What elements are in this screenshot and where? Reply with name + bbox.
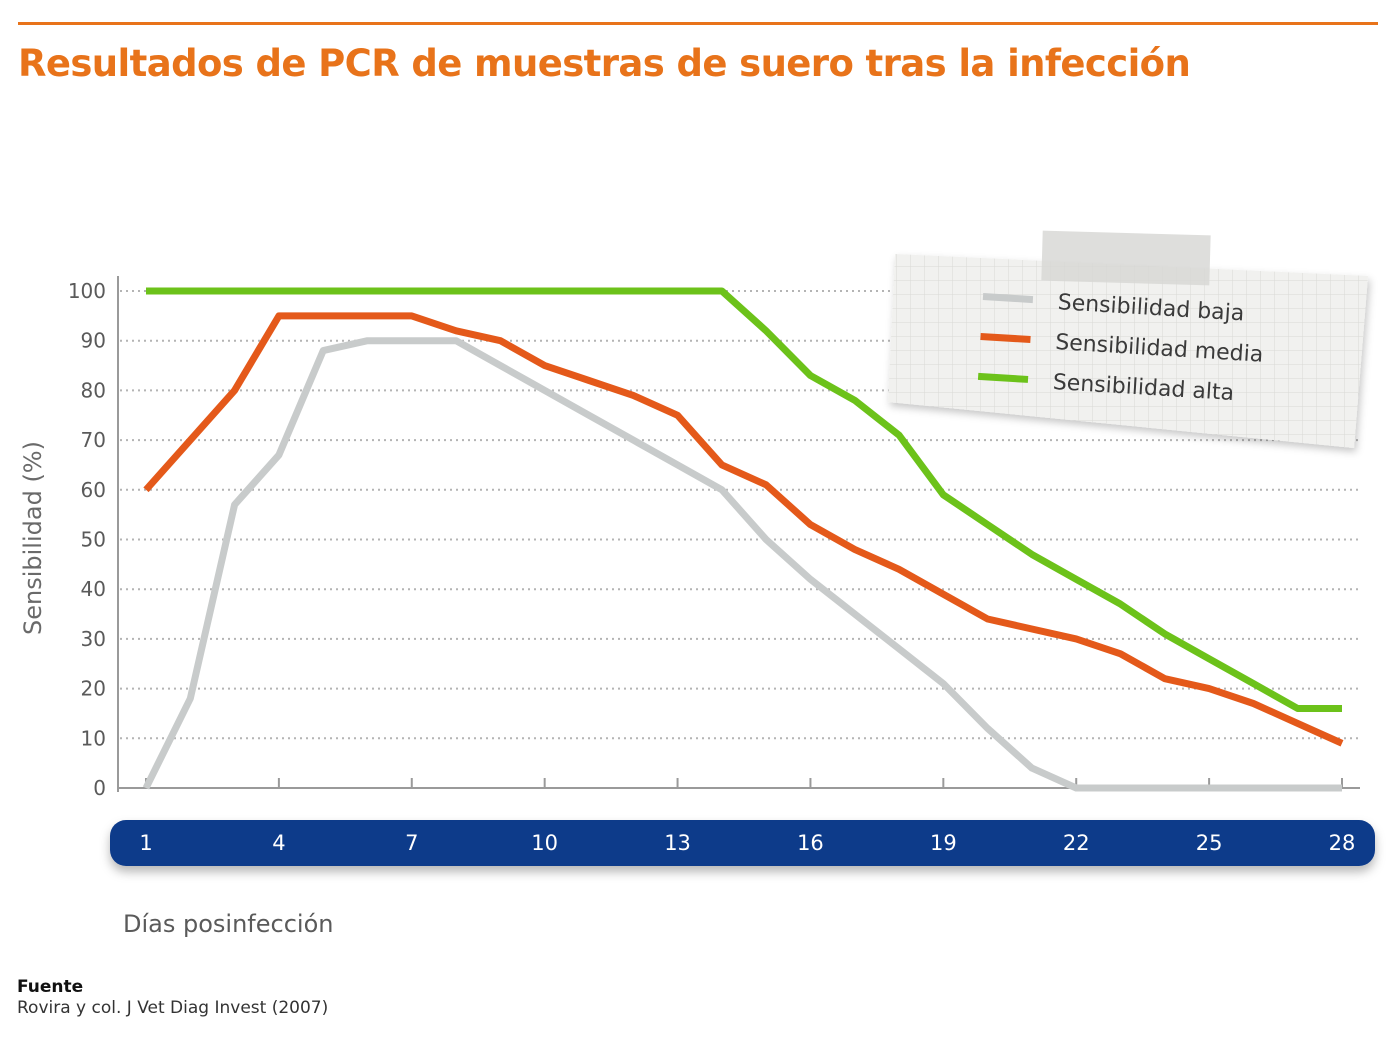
x-tick-label: 7 (405, 831, 418, 855)
series-line-3 (146, 287, 1342, 712)
x-tick-label: 4 (272, 831, 285, 855)
y-tick-label: 50 (81, 528, 106, 552)
series-line-2 (143, 312, 1344, 747)
y-tick-label: 80 (81, 378, 106, 402)
y-axis-ticks: 0 10 20 30 40 50 60 70 80 90 100 (68, 279, 106, 800)
chart-title: Resultados de PCR de muestras de suero t… (18, 42, 1191, 85)
x-axis-label: Días posinfección (123, 910, 334, 938)
source-heading: Fuente (17, 977, 84, 997)
y-tick-label: 70 (81, 428, 106, 452)
x-tick-label: 13 (664, 831, 691, 855)
x-tick-label: 25 (1196, 831, 1223, 855)
legend-paper (888, 254, 1368, 448)
series-layer (142, 287, 1344, 792)
x-tick-label: 1 (139, 831, 152, 855)
x-axis-band (110, 820, 1375, 866)
x-axis-tick-labels: 1 4 7 10 13 16 19 22 25 28 (139, 831, 1355, 855)
y-tick-label: 0 (93, 776, 106, 800)
x-tick-label: 22 (1063, 831, 1090, 855)
y-tick-label: 20 (81, 677, 106, 701)
y-tick-label: 10 (81, 726, 106, 750)
y-tick-label: 30 (81, 627, 106, 651)
x-tick-label: 10 (531, 831, 558, 855)
x-tick-label: 19 (930, 831, 957, 855)
x-tick-label: 16 (797, 831, 824, 855)
y-tick-label: 100 (68, 279, 106, 303)
legend-swatch-1 (982, 293, 1034, 304)
legend-swatch-2 (980, 332, 1031, 344)
legend-tape (1041, 230, 1211, 286)
y-tick-label: 40 (81, 577, 106, 601)
y-tick-label: 60 (81, 478, 106, 502)
source-citation: Rovira y col. J Vet Diag Invest (2007) (17, 998, 329, 1018)
title-rule (18, 22, 1378, 25)
y-axis-label: Sensibilidad (%) (19, 441, 47, 635)
y-tick-label: 90 (81, 329, 106, 353)
x-tick-label: 28 (1329, 831, 1356, 855)
legend-swatch-3 (977, 372, 1029, 383)
series-line-1 (142, 337, 1342, 792)
